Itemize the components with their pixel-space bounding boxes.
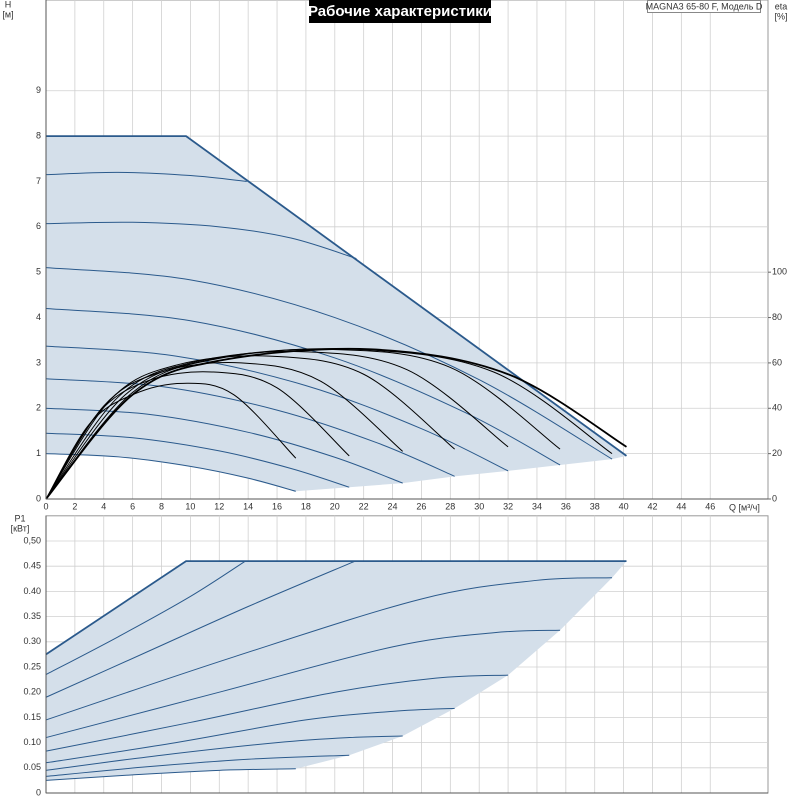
performance-curve [45, 432, 350, 488]
y-axis-label: P1 [14, 513, 25, 523]
chart-title: Рабочие характеристики [308, 3, 492, 20]
efficiency-curve [45, 371, 350, 500]
y-axis-unit: [кВт] [11, 523, 30, 533]
performance-curve [45, 674, 509, 752]
y-tick-label: 7 [36, 176, 41, 186]
y-tick-label: 8 [36, 130, 41, 140]
x-tick-label: 26 [416, 501, 426, 511]
performance-curve [45, 560, 627, 656]
y-tick-label: 1 [36, 448, 41, 458]
performance-curve [45, 577, 613, 721]
y2-tick-label: 20 [772, 448, 782, 458]
x-tick-label: 40 [619, 501, 629, 511]
performance-curve [45, 560, 246, 676]
performance-curve [45, 560, 356, 698]
x-tick-label: 30 [474, 501, 484, 511]
performance-curve [45, 768, 296, 781]
x-tick-label: 32 [503, 501, 513, 511]
performance-curve [45, 221, 357, 260]
x-tick-label: 16 [272, 501, 282, 511]
y-tick-label: 0.45 [23, 561, 41, 571]
operating-area [46, 561, 627, 781]
y-tick-label: 0,50 [23, 535, 41, 545]
y-tick-label: 3 [36, 357, 41, 367]
y-tick-label: 0.25 [23, 661, 41, 671]
performance-curve [45, 171, 247, 182]
x-tick-label: 22 [359, 501, 369, 511]
y-tick-label: 0.30 [23, 636, 41, 646]
y-tick-label: 6 [36, 221, 41, 231]
efficiency-curve [45, 348, 613, 500]
efficiency-curve [45, 347, 627, 500]
x-tick-label: 42 [647, 501, 657, 511]
performance-curve [45, 735, 403, 771]
x-tick-label: 20 [330, 501, 340, 511]
efficiency-curve [45, 382, 297, 500]
y-tick-label: 4 [36, 312, 41, 322]
y-tick-label: 0.15 [23, 712, 41, 722]
x-tick-label: 18 [301, 501, 311, 511]
x-tick-label: 14 [243, 501, 253, 511]
x-axis-label: Q [м³/ч] [729, 502, 760, 512]
x-tick-label: 4 [101, 501, 106, 511]
y2-axis-label: eta [775, 1, 788, 11]
y-tick-label: 0.35 [23, 611, 41, 621]
performance-curve [45, 754, 350, 777]
model-label: MAGNA3 65-80 F, Модель D [646, 1, 763, 11]
title-box [309, 0, 491, 23]
y-axis-unit: [м] [2, 9, 13, 19]
y2-tick-label: 60 [772, 357, 782, 367]
y-tick-label: 5 [36, 267, 41, 277]
performance-curve [45, 707, 455, 764]
y2-axis-unit: [%] [774, 11, 787, 21]
y-tick-label: 0.20 [23, 687, 41, 697]
x-tick-label: 34 [532, 501, 542, 511]
y-tick-label: 0 [36, 787, 41, 797]
performance-curve [45, 629, 561, 739]
x-tick-label: 24 [388, 501, 398, 511]
performance-curve [45, 378, 455, 477]
x-tick-label: 44 [676, 501, 686, 511]
y-tick-label: 9 [36, 85, 41, 95]
y2-tick-label: 80 [772, 312, 782, 322]
y-tick-label: 0.40 [23, 586, 41, 596]
y-tick-label: 0.05 [23, 762, 41, 772]
x-tick-label: 12 [214, 501, 224, 511]
y2-tick-label: 100 [772, 267, 787, 277]
performance-curve [45, 407, 403, 484]
performance-curve [45, 267, 613, 460]
x-tick-label: 28 [445, 501, 455, 511]
performance-curve [46, 135, 628, 457]
plots: 0 2 4 6 8 10 12 14 16 18 20 22 24 26 28 30 32 34 36 38 40 42 4… [23, 0, 787, 797]
y-tick-label: 0 [36, 493, 41, 503]
performance-curve [45, 453, 296, 492]
x-tick-label: 36 [561, 501, 571, 511]
x-tick-label: 8 [159, 501, 164, 511]
x-tick-label: 10 [185, 501, 195, 511]
y-tick-label: 0.10 [23, 737, 41, 747]
x-tick-label: 46 [705, 501, 715, 511]
x-tick-label: 6 [130, 501, 135, 511]
y2-tick-label: 40 [772, 403, 782, 413]
x-tick-label: 2 [72, 501, 77, 511]
y-axis-label: H [5, 0, 12, 9]
y2-tick-label: 0 [772, 493, 777, 503]
performance-curve [45, 307, 561, 466]
x-tick-label: 0 [43, 501, 48, 511]
model-box [647, 0, 761, 13]
x-tick-label: 38 [590, 501, 600, 511]
y-tick-label: 2 [36, 403, 41, 413]
